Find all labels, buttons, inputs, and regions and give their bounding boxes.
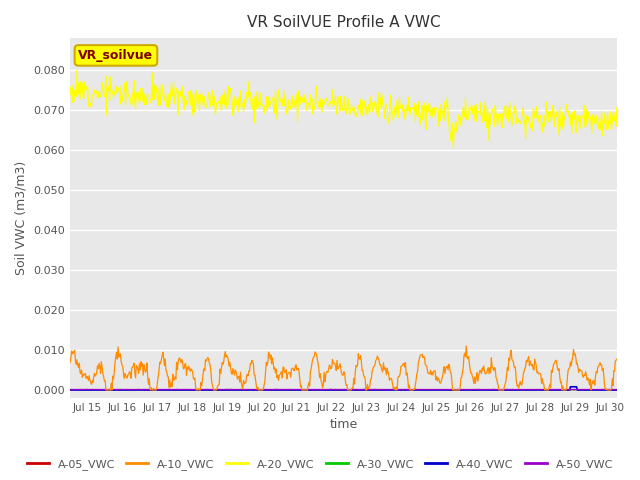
Y-axis label: Soil VWC (m3/m3): Soil VWC (m3/m3) <box>15 161 28 275</box>
Text: VR_soilvue: VR_soilvue <box>78 49 154 62</box>
X-axis label: time: time <box>330 419 358 432</box>
Legend: A-05_VWC, A-10_VWC, A-20_VWC, A-30_VWC, A-40_VWC, A-50_VWC: A-05_VWC, A-10_VWC, A-20_VWC, A-30_VWC, … <box>22 455 618 474</box>
Title: VR SoilVUE Profile A VWC: VR SoilVUE Profile A VWC <box>246 15 440 30</box>
